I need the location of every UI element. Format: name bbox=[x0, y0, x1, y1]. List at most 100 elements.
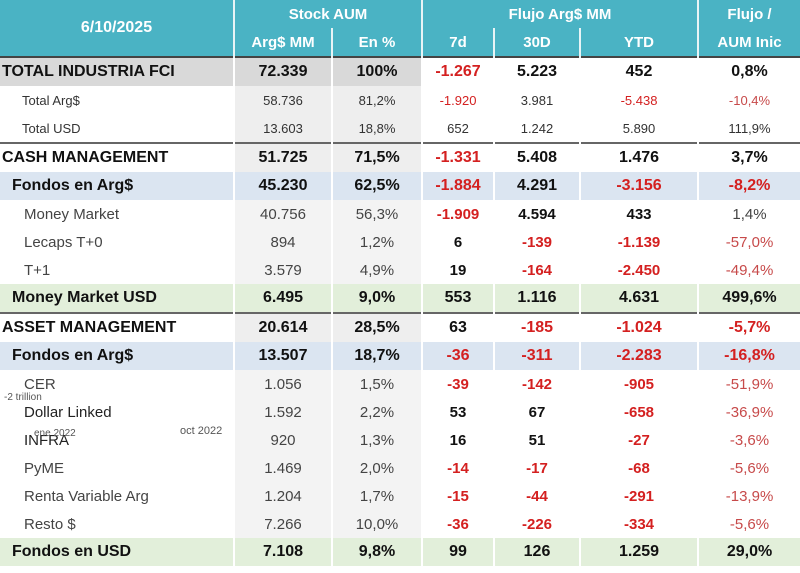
cell-7d: -1.884 bbox=[421, 172, 494, 200]
row-label: Renta Variable Arg bbox=[24, 487, 149, 505]
table-row: TOTAL INDUSTRIA FCI 72.339 100% -1.267 5… bbox=[0, 56, 800, 86]
cell-ratio: -5,6% bbox=[697, 454, 800, 482]
cell-aum: 7.108 bbox=[233, 538, 332, 566]
cell-aum: 72.339 bbox=[233, 56, 332, 86]
row-label: Resto $ bbox=[24, 515, 76, 533]
cell-30d: -164 bbox=[493, 256, 580, 284]
row-label: INFRA bbox=[24, 431, 69, 449]
table-row: Money Market USD 6.495 9,0% 553 1.116 4.… bbox=[0, 284, 800, 313]
cell-30d: -311 bbox=[493, 342, 580, 370]
cell-ytd: -27 bbox=[578, 426, 699, 454]
cell-30d: -17 bbox=[493, 454, 580, 482]
table-row: Dollar Linked 1.592 2,2% 53 67 -658 -36,… bbox=[0, 398, 800, 426]
flow-header: Flujo Arg$ MM bbox=[420, 0, 699, 28]
overlay-ene-label: ene 2022 bbox=[34, 428, 76, 439]
cell-7d: -1.909 bbox=[421, 200, 494, 228]
cell-7d: 99 bbox=[421, 538, 494, 566]
cell-7d: 6 bbox=[421, 228, 494, 256]
cell-ratio: -16,8% bbox=[697, 342, 800, 370]
cell-ytd: -334 bbox=[578, 510, 699, 538]
table-row: T+1 3.579 4,9% 19 -164 -2.450 -49,4% bbox=[0, 256, 800, 284]
stock-aum-header: Stock AUM bbox=[233, 0, 422, 28]
cell-7d: 63 bbox=[421, 312, 494, 342]
cell-pct: 1,7% bbox=[331, 482, 422, 510]
cell-ytd: 452 bbox=[578, 56, 699, 86]
cell-ratio: -8,2% bbox=[697, 172, 800, 200]
cell-ytd: 1.259 bbox=[578, 538, 699, 566]
row-label: Total Arg$ bbox=[22, 92, 80, 108]
cell-ratio: 3,7% bbox=[697, 142, 800, 172]
cell-aum: 13.507 bbox=[233, 342, 332, 370]
table-row: Total USD 13.603 18,8% 652 1.242 5.890 1… bbox=[0, 114, 800, 143]
table-row: Lecaps T+0 894 1,2% 6 -139 -1.139 -57,0% bbox=[0, 228, 800, 256]
cell-7d: 53 bbox=[421, 398, 494, 426]
cell-pct: 9,8% bbox=[331, 538, 422, 566]
cell-pct: 56,3% bbox=[331, 200, 422, 228]
ratio-header-line1: Flujo / bbox=[697, 0, 800, 28]
cell-30d: -142 bbox=[493, 370, 580, 398]
cell-30d: 126 bbox=[493, 538, 580, 566]
cell-pct: 81,2% bbox=[331, 86, 422, 114]
cell-7d: -1.331 bbox=[421, 142, 494, 172]
table-row: ASSET MANAGEMENT 20.614 28,5% 63 -185 -1… bbox=[0, 312, 800, 342]
cell-ytd: 5.890 bbox=[578, 114, 699, 143]
row-label: Money Market USD bbox=[0, 284, 234, 313]
cell-pct: 1,5% bbox=[331, 370, 422, 398]
row-label: T+1 bbox=[24, 261, 51, 279]
cell-ytd: -291 bbox=[578, 482, 699, 510]
cell-aum: 7.266 bbox=[233, 510, 332, 538]
row-label: TOTAL INDUSTRIA FCI bbox=[0, 56, 234, 86]
cell-30d: 5.408 bbox=[493, 142, 580, 172]
cell-aum: 3.579 bbox=[233, 256, 332, 284]
cell-30d: -226 bbox=[493, 510, 580, 538]
cell-aum: 1.469 bbox=[233, 454, 332, 482]
cell-30d: 4.594 bbox=[493, 200, 580, 228]
table-row: CER 1.056 1,5% -39 -142 -905 -51,9% bbox=[0, 370, 800, 398]
cell-ytd: 4.631 bbox=[578, 284, 699, 313]
cell-30d: 67 bbox=[493, 398, 580, 426]
cell-ratio: -36,9% bbox=[697, 398, 800, 426]
cell-7d: -36 bbox=[421, 342, 494, 370]
table-row: CASH MANAGEMENT 51.725 71,5% -1.331 5.40… bbox=[0, 142, 800, 172]
table-row: PyME 1.469 2,0% -14 -17 -68 -5,6% bbox=[0, 454, 800, 482]
cell-7d: -39 bbox=[421, 370, 494, 398]
cell-ratio: 0,8% bbox=[697, 56, 800, 86]
col-header-aum-pct: En % bbox=[331, 28, 422, 57]
cell-7d: -14 bbox=[421, 454, 494, 482]
row-label: Fondos en Arg$ bbox=[0, 172, 234, 200]
cell-pct: 28,5% bbox=[331, 312, 422, 342]
row-label: Total USD bbox=[22, 120, 81, 136]
row-label: Lecaps T+0 bbox=[24, 233, 103, 251]
row-label: Fondos en Arg$ bbox=[0, 342, 234, 370]
row-label: Fondos en USD bbox=[0, 538, 234, 566]
cell-30d: 1.242 bbox=[493, 114, 580, 143]
cell-aum: 40.756 bbox=[233, 200, 332, 228]
cell-ytd: -5.438 bbox=[578, 86, 699, 114]
cell-ytd: -68 bbox=[578, 454, 699, 482]
cell-7d: -36 bbox=[421, 510, 494, 538]
cell-aum: 20.614 bbox=[233, 312, 332, 342]
col-header-30d: 30D bbox=[493, 28, 580, 57]
col-header-7d: 7d bbox=[421, 28, 494, 57]
cell-ytd: -905 bbox=[578, 370, 699, 398]
table-row: Total Arg$ 58.736 81,2% -1.920 3.981 -5.… bbox=[0, 86, 800, 114]
cell-7d: 553 bbox=[421, 284, 494, 313]
report-date: 6/10/2025 bbox=[0, 0, 234, 57]
cell-ratio: -5,6% bbox=[697, 510, 800, 538]
cell-aum: 45.230 bbox=[233, 172, 332, 200]
cell-ytd: 433 bbox=[578, 200, 699, 228]
cell-30d: -139 bbox=[493, 228, 580, 256]
row-label: PyME bbox=[24, 459, 65, 477]
cell-30d: 51 bbox=[493, 426, 580, 454]
cell-ytd: -2.450 bbox=[578, 256, 699, 284]
cell-pct: 62,5% bbox=[331, 172, 422, 200]
cell-ytd: -1.024 bbox=[578, 312, 699, 342]
col-header-aum-mm: Arg$ MM bbox=[233, 28, 332, 57]
row-label: ASSET MANAGEMENT bbox=[0, 312, 234, 342]
cell-aum: 894 bbox=[233, 228, 332, 256]
cell-pct: 71,5% bbox=[331, 142, 422, 172]
cell-ratio: -57,0% bbox=[697, 228, 800, 256]
cell-7d: 652 bbox=[421, 114, 494, 143]
cell-ytd: -1.139 bbox=[578, 228, 699, 256]
